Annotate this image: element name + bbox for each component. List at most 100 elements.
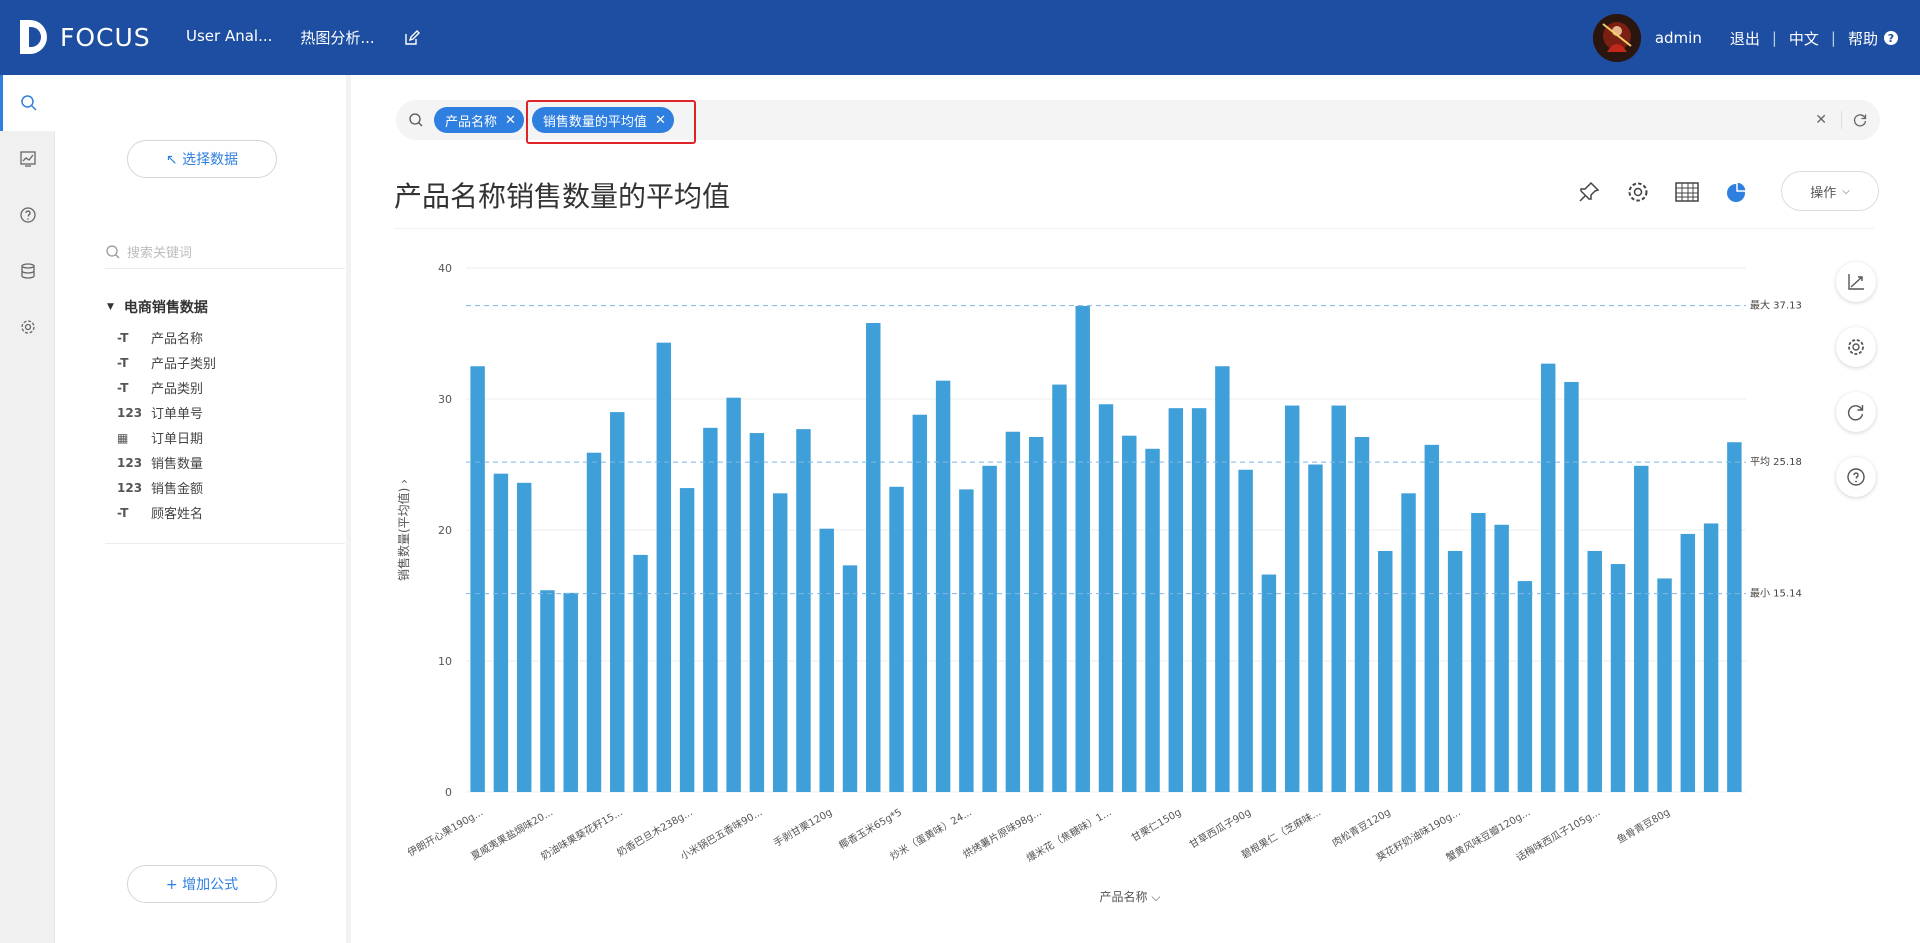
- chart-board-icon: [19, 151, 36, 167]
- refresh-icon: [1847, 405, 1864, 421]
- field-label: 产品类别: [151, 382, 204, 397]
- x-tick-label: 鱼骨青豆80g: [1614, 805, 1672, 846]
- calendar-icon: ▦: [117, 430, 129, 445]
- field-item[interactable]: -T 顾客姓名: [117, 500, 327, 525]
- field-item[interactable]: -T 产品子类别: [117, 350, 327, 375]
- bar: [1657, 578, 1672, 792]
- search-bar[interactable]: 产品名称 ✕ 销售数量的平均值 ✕ ✕: [396, 100, 1880, 140]
- focus-logo[interactable]: FOCUS: [18, 18, 151, 56]
- bar: [726, 397, 741, 792]
- bar: [1145, 448, 1160, 792]
- axis-icon: [1848, 274, 1864, 290]
- question-circle-icon: [19, 207, 36, 223]
- rail-search[interactable]: [0, 75, 55, 131]
- dataset-node[interactable]: ▼ 电商销售数据: [107, 297, 208, 317]
- bar: [1680, 533, 1696, 792]
- x-tick-label: 碧根果仁（芝麻味...: [1239, 805, 1323, 861]
- field-label: 产品子类别: [151, 357, 217, 372]
- rail-settings[interactable]: [0, 299, 55, 355]
- text-field-icon: -T: [117, 355, 129, 370]
- refresh-icon[interactable]: [1852, 112, 1868, 128]
- chart-settings-button[interactable]: [1623, 177, 1653, 207]
- side-help-button[interactable]: [1836, 457, 1876, 497]
- clear-icon[interactable]: ✕: [1815, 112, 1827, 128]
- rail-dashboard[interactable]: [0, 131, 55, 187]
- side-refresh-button[interactable]: [1836, 392, 1876, 432]
- bar: [1075, 305, 1090, 792]
- field-label: 订单日期: [151, 432, 204, 447]
- gear-icon: [1848, 339, 1864, 355]
- bar: [1703, 523, 1719, 792]
- add-formula-button[interactable]: + 增加公式: [127, 865, 277, 903]
- bar: [796, 429, 811, 792]
- pin-button[interactable]: [1574, 177, 1604, 207]
- bar: [656, 342, 672, 792]
- field-item[interactable]: 123 销售数量: [117, 450, 327, 475]
- bar: [1564, 381, 1579, 792]
- search-icon: [409, 113, 423, 127]
- rail-database[interactable]: [0, 243, 55, 299]
- bar: [1331, 405, 1346, 792]
- bar: [1471, 512, 1486, 792]
- bar: [1005, 431, 1021, 792]
- chart-toolbar: [1574, 177, 1751, 207]
- bar: [1261, 574, 1277, 792]
- search-icon: [106, 244, 120, 258]
- field-item[interactable]: 123 订单单号: [117, 400, 327, 425]
- keyword-search-input[interactable]: 搜索关键词: [105, 235, 345, 269]
- number-field-icon: 123: [117, 480, 143, 495]
- side-settings-button[interactable]: [1836, 327, 1876, 367]
- bar: [633, 554, 648, 792]
- bar: [935, 380, 951, 792]
- search-tag-product-name[interactable]: 产品名称 ✕: [434, 107, 524, 133]
- language-switch[interactable]: 中文: [1788, 29, 1819, 48]
- logout-link[interactable]: 退出: [1729, 29, 1760, 48]
- select-data-button[interactable]: ↖ 选择数据: [127, 140, 277, 178]
- rail-help[interactable]: [0, 187, 55, 243]
- bar: [1610, 564, 1626, 792]
- bar: [1587, 550, 1602, 792]
- dataset-name: 电商销售数据: [123, 300, 208, 316]
- axis-button[interactable]: [1836, 262, 1876, 302]
- bar: [912, 414, 928, 792]
- nav-tab-user-analysis[interactable]: User Anal...: [186, 27, 273, 45]
- field-item[interactable]: -T 产品名称: [117, 325, 327, 350]
- field-item[interactable]: -T 产品类别: [117, 375, 327, 400]
- data-panel: ↖ 选择数据 搜索关键词 ▼ 电商销售数据 -T 产品名称 -T 产品子类别 -T 产品类…: [55, 75, 351, 943]
- y-tick-label: 10: [438, 655, 452, 668]
- bar: [1028, 436, 1044, 792]
- gear-icon: [1628, 182, 1648, 202]
- help-circle-icon[interactable]: ?: [1884, 31, 1898, 45]
- close-icon[interactable]: ✕: [654, 112, 666, 128]
- nav-tab-heatmap[interactable]: 热图分析...: [300, 29, 375, 47]
- chart-type-button[interactable]: [1721, 177, 1751, 207]
- search-tag-avg-quantity[interactable]: 销售数量的平均值 ✕: [531, 107, 674, 133]
- bar: [1308, 464, 1323, 792]
- operations-dropdown[interactable]: 操作 ⌵: [1781, 171, 1879, 211]
- brand-name: FOCUS: [60, 22, 151, 52]
- number-field-icon: 123: [117, 455, 143, 470]
- bar: [1052, 384, 1067, 792]
- edit-icon[interactable]: [403, 29, 421, 47]
- field-item[interactable]: 123 销售金额: [117, 475, 327, 500]
- x-tick-label: 肉松青豆120g: [1330, 805, 1393, 849]
- text-field-icon: -T: [117, 380, 129, 395]
- bar: [866, 323, 881, 792]
- help-link[interactable]: 帮助: [1847, 29, 1878, 48]
- field-item[interactable]: ▦ 订单日期: [117, 425, 327, 450]
- avatar[interactable]: [1592, 14, 1641, 62]
- x-tick-label: 椰香玉米65g*5: [837, 805, 905, 851]
- highlight-box: [526, 100, 696, 144]
- bar: [1401, 493, 1416, 792]
- chevron-down-icon: ⌵: [1842, 185, 1850, 197]
- table-view-button[interactable]: [1672, 177, 1702, 207]
- field-label: 销售数量: [151, 457, 204, 472]
- pie-chart-icon: [1727, 181, 1747, 202]
- username[interactable]: admin: [1654, 29, 1702, 47]
- y-axis-title: 销售数量(平均值) ›: [396, 479, 411, 581]
- search-icon: [21, 95, 37, 111]
- bar: [1354, 436, 1370, 792]
- bar: [772, 493, 788, 792]
- close-icon[interactable]: ✕: [505, 112, 516, 128]
